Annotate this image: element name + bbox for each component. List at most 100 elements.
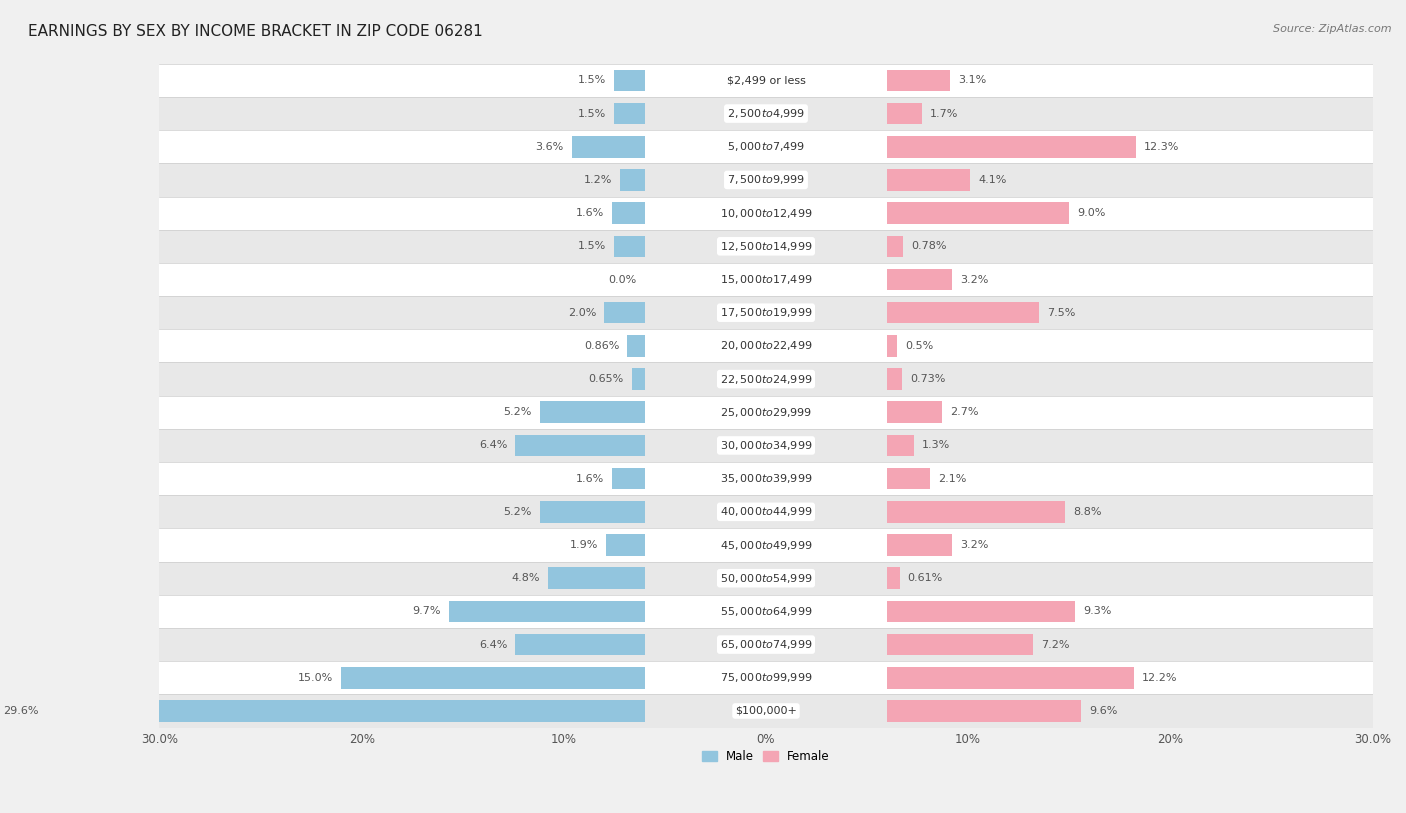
Text: $12,500 to $14,999: $12,500 to $14,999: [720, 240, 813, 253]
Text: Source: ZipAtlas.com: Source: ZipAtlas.com: [1274, 24, 1392, 34]
Bar: [120, 197, 1406, 230]
Text: $20,000 to $22,499: $20,000 to $22,499: [720, 339, 813, 352]
Bar: [120, 462, 1406, 495]
Text: 2.0%: 2.0%: [568, 307, 596, 318]
Bar: [120, 329, 1406, 363]
Text: 9.7%: 9.7%: [412, 606, 440, 616]
Bar: [887, 136, 1136, 158]
Bar: [887, 667, 1133, 689]
Bar: [449, 601, 645, 622]
Text: 0.5%: 0.5%: [905, 341, 934, 351]
Bar: [887, 236, 903, 257]
Bar: [887, 567, 900, 589]
Text: $40,000 to $44,999: $40,000 to $44,999: [720, 506, 813, 519]
Text: 0.0%: 0.0%: [609, 275, 637, 285]
Text: 29.6%: 29.6%: [3, 706, 38, 716]
Text: 1.9%: 1.9%: [569, 540, 598, 550]
Text: 3.2%: 3.2%: [960, 540, 988, 550]
Text: 9.3%: 9.3%: [1084, 606, 1112, 616]
Text: 1.5%: 1.5%: [578, 109, 606, 119]
Bar: [515, 435, 645, 456]
Text: 6.4%: 6.4%: [479, 640, 508, 650]
Text: 3.2%: 3.2%: [960, 275, 988, 285]
Text: $10,000 to $12,499: $10,000 to $12,499: [720, 207, 813, 220]
Text: 2.1%: 2.1%: [938, 474, 966, 484]
Bar: [515, 634, 645, 655]
Text: 9.6%: 9.6%: [1090, 706, 1118, 716]
Bar: [120, 694, 1406, 728]
Bar: [540, 501, 645, 523]
Bar: [572, 136, 645, 158]
Bar: [887, 70, 950, 91]
Text: 4.1%: 4.1%: [979, 175, 1007, 185]
Bar: [887, 467, 929, 489]
Text: 6.4%: 6.4%: [479, 441, 508, 450]
Text: $30,000 to $34,999: $30,000 to $34,999: [720, 439, 813, 452]
Text: 0.61%: 0.61%: [908, 573, 943, 583]
Bar: [120, 528, 1406, 562]
Text: 4.8%: 4.8%: [510, 573, 540, 583]
Text: $15,000 to $17,499: $15,000 to $17,499: [720, 273, 813, 286]
Bar: [887, 501, 1066, 523]
Text: $2,500 to $4,999: $2,500 to $4,999: [727, 107, 806, 120]
Text: $55,000 to $64,999: $55,000 to $64,999: [720, 605, 813, 618]
Text: 1.3%: 1.3%: [922, 441, 950, 450]
Bar: [342, 667, 645, 689]
Bar: [887, 269, 952, 290]
Text: $100,000+: $100,000+: [735, 706, 797, 716]
Bar: [547, 567, 645, 589]
Text: $25,000 to $29,999: $25,000 to $29,999: [720, 406, 813, 419]
Bar: [120, 130, 1406, 163]
Bar: [120, 163, 1406, 197]
Bar: [887, 402, 942, 423]
Bar: [120, 296, 1406, 329]
Bar: [887, 335, 897, 357]
Bar: [120, 562, 1406, 595]
Bar: [620, 169, 645, 191]
Bar: [887, 601, 1076, 622]
Bar: [887, 202, 1069, 224]
Text: 5.2%: 5.2%: [503, 407, 531, 417]
Text: $35,000 to $39,999: $35,000 to $39,999: [720, 472, 813, 485]
Text: 2.7%: 2.7%: [950, 407, 979, 417]
Text: 8.8%: 8.8%: [1073, 506, 1102, 517]
Bar: [120, 661, 1406, 694]
Bar: [120, 495, 1406, 528]
Bar: [120, 263, 1406, 296]
Bar: [120, 429, 1406, 462]
Text: 0.86%: 0.86%: [583, 341, 619, 351]
Text: $45,000 to $49,999: $45,000 to $49,999: [720, 538, 813, 551]
Text: $65,000 to $74,999: $65,000 to $74,999: [720, 638, 813, 651]
Bar: [627, 335, 645, 357]
Bar: [614, 102, 645, 124]
Bar: [613, 202, 645, 224]
Text: 3.6%: 3.6%: [536, 141, 564, 152]
Bar: [120, 97, 1406, 130]
Text: $2,499 or less: $2,499 or less: [727, 76, 806, 85]
Text: $17,500 to $19,999: $17,500 to $19,999: [720, 307, 813, 320]
Bar: [605, 302, 645, 324]
Bar: [120, 63, 1406, 97]
Bar: [46, 700, 645, 722]
Legend: Male, Female: Male, Female: [697, 746, 834, 768]
Text: 1.7%: 1.7%: [929, 109, 957, 119]
Text: 1.5%: 1.5%: [578, 241, 606, 251]
Text: $50,000 to $54,999: $50,000 to $54,999: [720, 572, 813, 585]
Bar: [540, 402, 645, 423]
Bar: [631, 368, 645, 390]
Bar: [887, 435, 914, 456]
Bar: [614, 236, 645, 257]
Text: 1.6%: 1.6%: [576, 474, 605, 484]
Text: 3.1%: 3.1%: [957, 76, 986, 85]
Text: $5,000 to $7,499: $5,000 to $7,499: [727, 141, 806, 154]
Text: 0.65%: 0.65%: [588, 374, 623, 384]
Bar: [606, 534, 645, 556]
Text: 0.73%: 0.73%: [910, 374, 945, 384]
Text: 1.2%: 1.2%: [583, 175, 613, 185]
Text: 7.2%: 7.2%: [1040, 640, 1070, 650]
Text: 15.0%: 15.0%: [298, 673, 333, 683]
Bar: [887, 534, 952, 556]
Bar: [120, 595, 1406, 628]
Text: 9.0%: 9.0%: [1077, 208, 1105, 218]
Bar: [887, 169, 970, 191]
